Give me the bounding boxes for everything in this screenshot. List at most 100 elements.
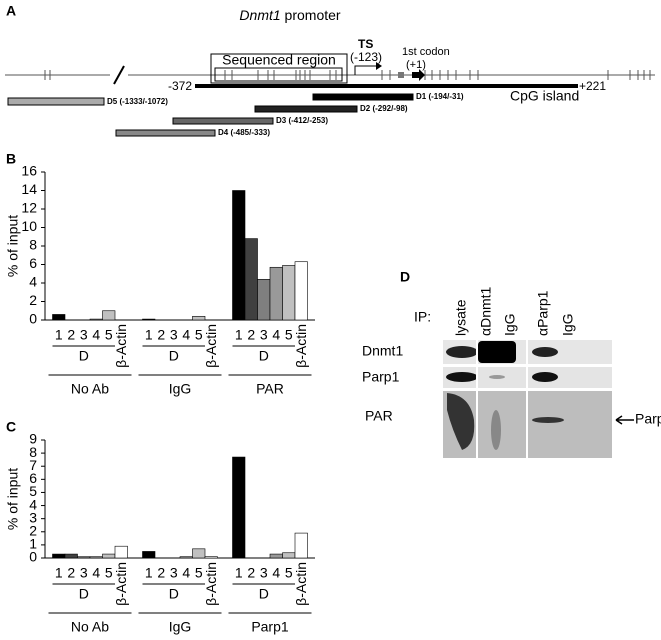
x-tick-label: 2 <box>67 565 75 581</box>
bar <box>142 318 156 321</box>
x-tick-label: 5 <box>195 327 203 343</box>
codon-label: 1st codon <box>402 46 450 58</box>
y-tick-label: 12 <box>21 200 37 216</box>
group-label: PAR <box>256 381 284 397</box>
y-tick-label: 16 <box>21 163 37 179</box>
y-tick-label: 4 <box>29 496 37 512</box>
lane-label: IgG <box>502 313 518 336</box>
fragment-bar <box>115 129 216 137</box>
y-tick-label: 1 <box>29 536 37 552</box>
x-tick-label: 1 <box>235 565 243 581</box>
bar <box>294 261 308 321</box>
bar <box>204 556 218 559</box>
y-tick-label: 9 <box>29 431 37 447</box>
arrow <box>615 415 634 425</box>
x-tick-label: 2 <box>67 327 75 343</box>
y-axis-label: % of input <box>5 468 21 530</box>
bar <box>244 238 258 321</box>
fragment-label: D4 (-485/-333) <box>218 128 270 137</box>
fragment-label: D5 (-1333/-1072) <box>107 97 168 106</box>
y-tick-label: 6 <box>29 470 37 486</box>
x-tick-label: 1 <box>145 565 153 581</box>
cpg-island-bar <box>195 84 578 88</box>
x-tick-label: 5 <box>285 327 293 343</box>
fragment-label: D1 (-194/-31) <box>416 92 464 101</box>
subgroup-label: D <box>169 586 179 602</box>
x-tick-label: 2 <box>157 327 165 343</box>
x-tick-label: 3 <box>170 565 178 581</box>
bar <box>192 548 206 559</box>
group-label: No Ab <box>71 381 109 397</box>
x-tick-label: 4 <box>92 327 100 343</box>
diagram-title: Dnmt1 promoter <box>239 7 340 23</box>
x-tick-label: 1 <box>55 327 63 343</box>
subgroup-label: D <box>169 348 179 364</box>
subgroup-label: D <box>79 348 89 364</box>
x-tick-label: 1 <box>145 327 153 343</box>
bar <box>77 556 91 559</box>
x-tick-label: 4 <box>272 565 280 581</box>
x-tick-label: β-Actin <box>293 324 309 368</box>
ip-label: IP: <box>414 309 431 325</box>
y-tick-label: 0 <box>29 549 37 565</box>
y-tick-label: 0 <box>29 311 37 327</box>
x-tick-label: 1 <box>55 565 63 581</box>
subgroup-label: D <box>79 586 89 602</box>
x-tick-label: β-Actin <box>203 562 219 606</box>
fragment-label: D2 (-292/-98) <box>360 104 408 113</box>
subgroup-label: D <box>259 586 269 602</box>
left-end: -372 <box>168 79 192 93</box>
y-tick-label: 7 <box>29 457 37 473</box>
bar <box>64 553 78 559</box>
ts-arrow <box>354 65 376 75</box>
panel-letter: B <box>6 151 16 167</box>
x-tick-label: 3 <box>260 565 268 581</box>
x-tick-label: 2 <box>247 327 255 343</box>
bar <box>52 314 66 321</box>
bar <box>282 552 296 559</box>
y-tick-label: 2 <box>29 522 37 538</box>
y-tick-label: 4 <box>29 274 37 290</box>
y-axis-label: % of input <box>5 215 21 277</box>
lane-label: IgG <box>560 313 576 336</box>
fragment-label: D3 (-412/-253) <box>276 116 328 125</box>
group-label: Parp1 <box>251 619 289 635</box>
fragment-bar <box>254 105 358 113</box>
bar <box>52 553 66 559</box>
x-tick-label: β-Actin <box>113 324 129 368</box>
row-label: Parp1 <box>362 369 400 385</box>
y-tick-label: 5 <box>29 483 37 499</box>
bar <box>257 278 271 321</box>
bar <box>89 556 103 559</box>
x-tick-label: β-Actin <box>293 562 309 606</box>
title-rest: promoter <box>285 7 341 23</box>
y-tick-label: 3 <box>29 509 37 525</box>
panel-letter: C <box>6 419 16 435</box>
fragment-bar <box>7 97 105 106</box>
group-label: IgG <box>169 381 192 397</box>
group-label: No Ab <box>71 619 109 635</box>
bar <box>232 190 246 321</box>
bar <box>269 553 283 559</box>
sequenced-region-inner <box>214 67 343 82</box>
bar <box>179 556 193 559</box>
right-end: +221 <box>579 79 606 93</box>
bar <box>192 315 206 321</box>
fragment-bar <box>172 117 274 125</box>
y-tick-label: 2 <box>29 292 37 308</box>
x-tick-label: 3 <box>260 327 268 343</box>
cpg-label: CpG island <box>510 88 579 104</box>
x-tick-label: 3 <box>170 327 178 343</box>
gene-name: Dnmt1 <box>239 7 280 23</box>
exon-mark <box>398 72 404 78</box>
panel-letter: D <box>400 269 410 285</box>
x-tick-label: 5 <box>105 565 113 581</box>
fragment-bar <box>312 93 414 101</box>
y-tick-label: 6 <box>29 255 37 271</box>
x-tick-label: 4 <box>182 565 190 581</box>
codon-arrow <box>412 69 425 81</box>
x-tick-label: 3 <box>80 327 88 343</box>
panel-d: D IP: lysate αDnmt1 IgG αParp1 IgG Dnmt1… <box>362 269 661 458</box>
